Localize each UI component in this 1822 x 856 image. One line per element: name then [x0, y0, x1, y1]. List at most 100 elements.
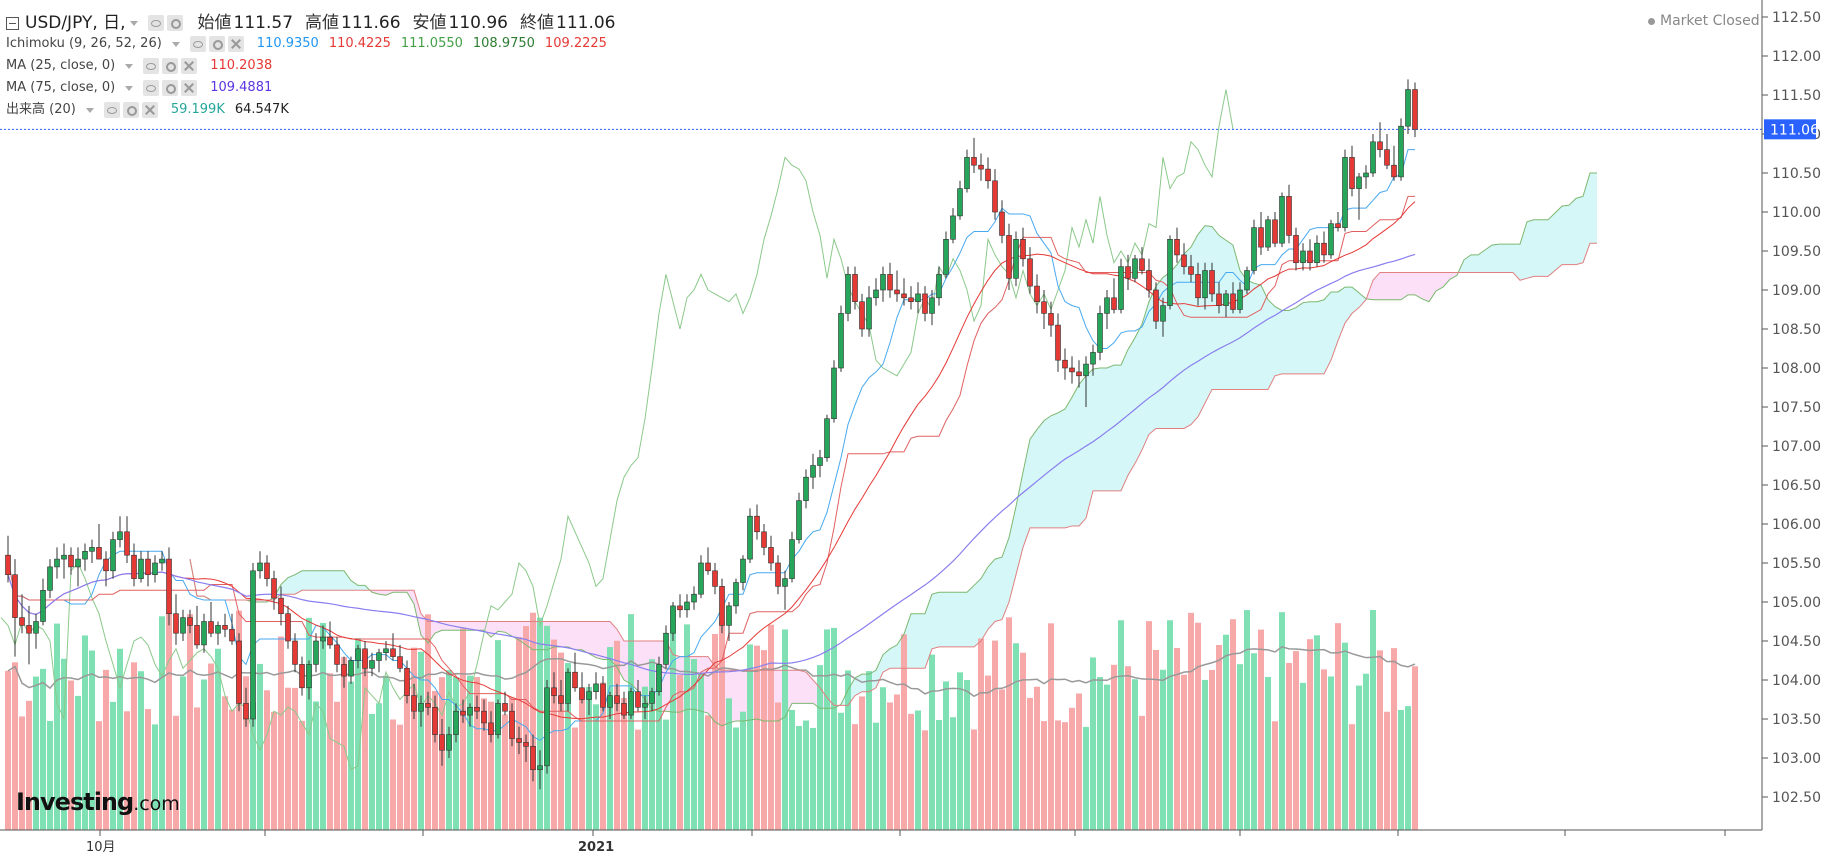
close-icon[interactable]	[181, 80, 198, 96]
candle-body	[264, 562, 270, 579]
candle-body	[719, 586, 725, 626]
cloud-segment	[323, 570, 330, 591]
candle	[488, 711, 494, 743]
cloud-segment	[967, 585, 974, 647]
volume-bar	[1321, 669, 1327, 830]
candle	[145, 551, 151, 587]
cloud-segment	[351, 580, 358, 591]
candle-body	[40, 589, 46, 622]
cloud-segment	[953, 592, 960, 647]
cloud-segment	[288, 574, 295, 595]
eye-icon[interactable]	[147, 15, 164, 31]
gear-icon[interactable]	[162, 58, 179, 74]
candle-body	[523, 742, 529, 747]
y-tick-label: 103.00	[1772, 751, 1821, 767]
volume-bar	[26, 700, 32, 830]
volume-bar	[810, 727, 816, 830]
candle	[320, 625, 326, 649]
cloud-segment	[1541, 219, 1548, 277]
volume-bar	[1307, 639, 1313, 830]
close-icon[interactable]	[141, 102, 158, 118]
volume-bar	[789, 709, 795, 830]
candle	[754, 504, 760, 540]
candle	[614, 683, 620, 712]
candle-body	[663, 632, 669, 665]
candle	[285, 605, 291, 649]
cloud-segment	[302, 570, 309, 591]
candle	[824, 414, 830, 462]
gear-icon[interactable]	[162, 80, 179, 96]
candle	[831, 360, 837, 423]
volume-bar	[320, 622, 326, 830]
candle-body	[544, 687, 550, 767]
volume-bar	[614, 640, 620, 830]
candle	[1223, 290, 1229, 318]
cloud-segment	[1037, 420, 1044, 528]
gear-icon[interactable]	[122, 102, 139, 118]
volume-bar	[474, 677, 480, 830]
candle	[740, 555, 746, 591]
chevron-down-icon[interactable]	[129, 20, 138, 26]
y-tick-label: 109.50	[1772, 244, 1821, 260]
cloud-segment	[1583, 173, 1590, 263]
chevron-down-icon[interactable]	[125, 63, 134, 69]
candle-body	[1125, 266, 1131, 279]
volume-bar	[642, 686, 648, 830]
candle-body	[117, 531, 123, 540]
candle	[446, 726, 452, 758]
candle	[173, 594, 179, 645]
candle	[292, 633, 298, 673]
collapse-icon[interactable]	[6, 16, 19, 30]
volume-bar	[40, 668, 46, 830]
candle-body	[593, 683, 599, 693]
volume-bar	[775, 702, 781, 830]
chevron-down-icon[interactable]	[171, 41, 180, 47]
volume-bar	[502, 714, 508, 830]
eye-icon[interactable]	[143, 80, 160, 96]
volume-bar	[537, 617, 543, 830]
chevron-down-icon[interactable]	[125, 85, 134, 91]
candle	[985, 157, 991, 189]
eye-icon[interactable]	[189, 36, 206, 52]
volume-bar	[803, 720, 809, 830]
y-tick-label: 105.50	[1772, 556, 1821, 572]
close-icon[interactable]	[181, 58, 198, 74]
gear-icon[interactable]	[166, 15, 183, 31]
volume-bar	[1153, 649, 1159, 830]
volume-bar	[208, 663, 214, 830]
candle	[502, 691, 508, 716]
candle-body	[383, 648, 389, 653]
volume-bar	[250, 702, 256, 830]
candle-body	[1167, 239, 1173, 306]
volume-bar	[12, 662, 18, 830]
volume-bar	[936, 719, 942, 830]
candle	[628, 687, 634, 719]
candle	[481, 699, 487, 731]
candle	[215, 621, 221, 645]
candle-body	[1356, 176, 1362, 189]
close-icon[interactable]	[227, 36, 244, 52]
candle-body	[551, 687, 557, 696]
volume-bar	[1272, 721, 1278, 830]
indicator-row: MA (75, close, 0) 109.4881	[6, 78, 272, 98]
eye-icon[interactable]	[103, 102, 120, 118]
volume-bar	[1370, 610, 1376, 830]
volume-bar	[1279, 612, 1285, 830]
gear-icon[interactable]	[208, 36, 225, 52]
eye-icon[interactable]	[143, 58, 160, 74]
volume-bar	[194, 707, 200, 830]
candle	[642, 695, 648, 719]
volume-bar	[551, 639, 557, 830]
chevron-down-icon[interactable]	[85, 107, 94, 113]
candle-body	[26, 625, 32, 634]
volume-bar	[691, 659, 697, 830]
volume-bar	[1335, 623, 1341, 830]
senkou-span-b-line	[189, 242, 1597, 706]
candle	[887, 262, 893, 298]
candle	[467, 703, 473, 727]
candle-body	[964, 157, 970, 189]
x-tick-label: 2021	[578, 840, 614, 855]
cloud-segment	[1282, 310, 1289, 374]
candle-body	[5, 554, 11, 576]
